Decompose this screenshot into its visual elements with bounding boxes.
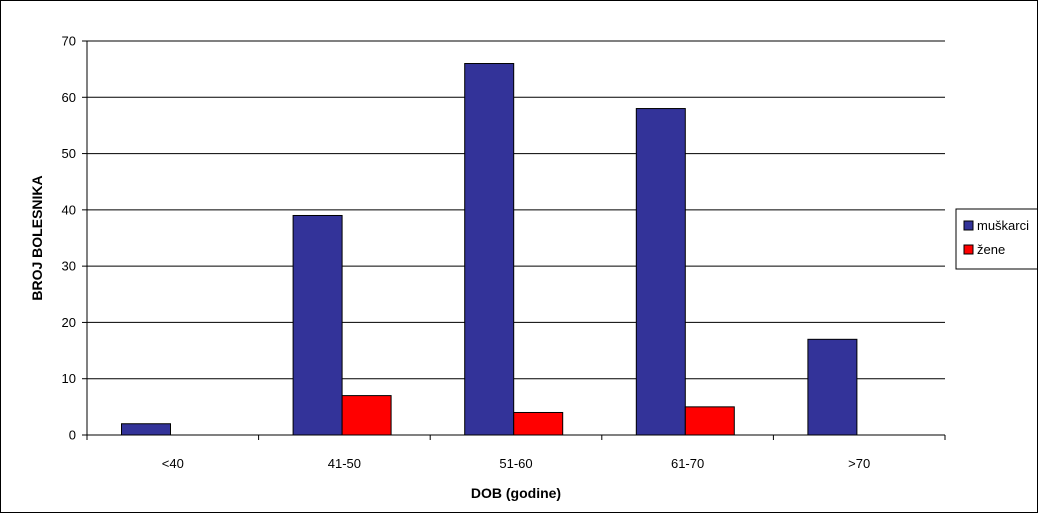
y-tick-label: 60 — [62, 90, 76, 105]
bar-series2 — [684, 406, 735, 436]
x-tick-label: <40 — [162, 456, 184, 471]
x-tick-label: 61-70 — [671, 456, 704, 471]
legend-swatch — [963, 220, 974, 231]
x-axis-title: DOB (godine) — [471, 485, 561, 501]
legend-label: žene — [977, 242, 1005, 257]
legend-box — [955, 208, 1037, 270]
x-tick-label: 41-50 — [328, 456, 361, 471]
y-tick-label: 10 — [62, 371, 76, 386]
y-axis-title: BROJ BOLESNIKA — [29, 175, 45, 300]
y-tick-label: 40 — [62, 202, 76, 217]
y-tick-label: 0 — [69, 428, 76, 443]
bar-series1 — [121, 423, 171, 436]
bar-series1 — [464, 63, 515, 436]
x-tick-labels: <40 41-50 51-60 61-70 >70 — [162, 456, 870, 471]
legend-swatch — [963, 244, 974, 255]
y-tick-label: 30 — [62, 259, 76, 274]
bar-series2 — [513, 411, 564, 436]
y-tick-label: 70 — [62, 34, 76, 49]
bars — [121, 63, 858, 436]
bar-series1 — [635, 108, 686, 436]
bar-series2 — [341, 395, 392, 436]
legend-items: muškarci žene — [963, 218, 1029, 257]
y-tick-labels: 0 10 20 30 40 50 60 70 — [62, 34, 76, 443]
gridlines — [87, 40, 945, 380]
y-tick-label: 50 — [62, 146, 76, 161]
bar-series1 — [292, 214, 343, 436]
axes — [82, 40, 946, 440]
legend-label: muškarci — [977, 218, 1029, 233]
x-tick-label: 51-60 — [499, 456, 532, 471]
bar-series1 — [807, 338, 858, 436]
x-tick-label: >70 — [848, 456, 870, 471]
legend: muškarci žene — [955, 208, 1037, 270]
y-tick-label: 20 — [62, 315, 76, 330]
